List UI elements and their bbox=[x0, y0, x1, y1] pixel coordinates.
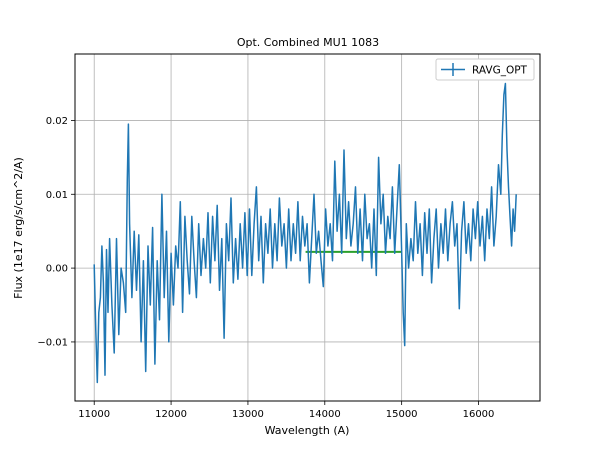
legend-box bbox=[435, 58, 535, 81]
x-tick-label: 13000 bbox=[232, 409, 264, 420]
x-tick-label: 14000 bbox=[309, 409, 341, 420]
series-line-ravg-opt bbox=[93, 82, 517, 384]
y-tick-label: 0.00 bbox=[46, 264, 68, 275]
x-axis-label: Wavelength (A) bbox=[265, 424, 350, 437]
tick-layer: 11000 12000 13000 14000 15000 16000 −0.01 0.00 0… bbox=[37, 116, 494, 420]
x-tick-label: 15000 bbox=[386, 409, 418, 420]
chart-title: Opt. Combined MU1 1083 bbox=[237, 36, 379, 49]
plot-layer bbox=[93, 82, 517, 384]
y-tick-label: 0.01 bbox=[46, 190, 68, 201]
legend-label: RAVG_OPT bbox=[472, 65, 528, 77]
x-tick-label: 11000 bbox=[78, 409, 110, 420]
y-axis-label: Flux (1e17 erg/s/cm^2/A) bbox=[12, 157, 25, 299]
y-tick-label: −0.01 bbox=[37, 337, 68, 348]
x-tick-label: 16000 bbox=[463, 409, 495, 420]
x-tick-label: 12000 bbox=[155, 409, 187, 420]
legend: RAVG_OPT bbox=[435, 58, 535, 81]
y-tick-label: 0.02 bbox=[46, 116, 68, 127]
plot-frame bbox=[74, 53, 541, 402]
